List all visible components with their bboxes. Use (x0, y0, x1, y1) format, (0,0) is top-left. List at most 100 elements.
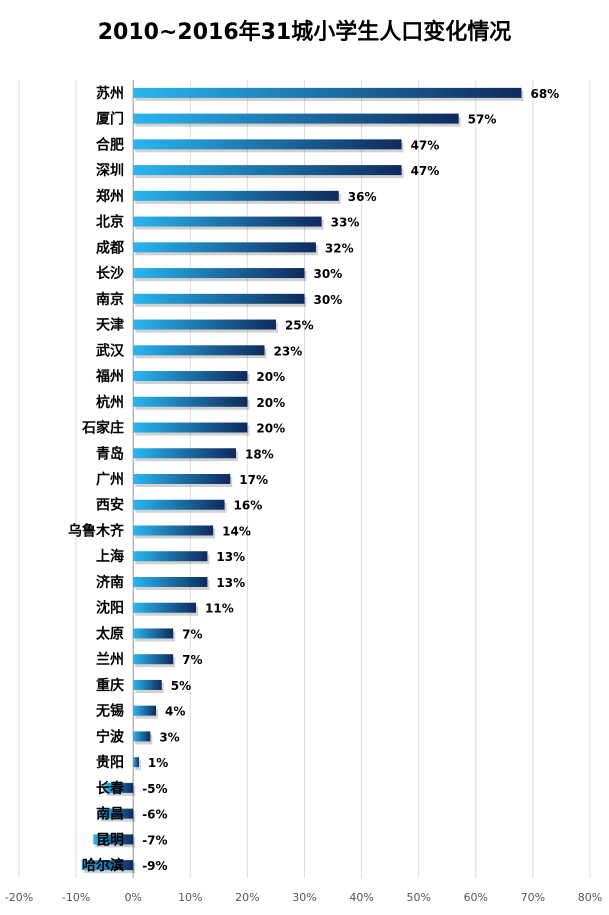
value-label: 7% (182, 627, 202, 641)
x-tick-label: 50% (406, 891, 430, 904)
chart-title: 2010~2016年31城小学生人口变化情况 (97, 20, 512, 45)
value-label: -7% (142, 833, 167, 847)
value-label: -9% (142, 859, 167, 873)
value-label: 20% (256, 422, 285, 436)
x-tick-label: 70% (521, 891, 545, 904)
value-label: 23% (274, 344, 303, 358)
bar (133, 757, 139, 768)
category-label: 福州 (95, 368, 124, 385)
value-label: 17% (239, 473, 268, 487)
x-tick-label: -10% (62, 891, 90, 904)
x-tick-label: 30% (292, 891, 316, 904)
bar (133, 293, 305, 304)
bar (133, 87, 522, 98)
bar (133, 551, 208, 562)
x-tick-label: 10% (178, 891, 202, 904)
bar (133, 474, 231, 484)
value-label: 11% (205, 602, 234, 616)
value-label: 33% (331, 216, 360, 230)
bar (133, 113, 459, 124)
bar (133, 139, 402, 150)
category-label: 重庆 (96, 677, 124, 694)
value-label: 47% (411, 138, 440, 152)
category-label: 贵阳 (96, 754, 124, 771)
bar (133, 345, 265, 356)
bar (133, 268, 305, 279)
bar (133, 448, 236, 459)
value-label: 25% (285, 319, 314, 333)
bar (133, 242, 316, 253)
bar (104, 782, 134, 793)
bar (133, 576, 208, 587)
bar (133, 190, 339, 201)
bar (81, 860, 134, 871)
bar (93, 834, 134, 845)
value-label: 57% (468, 113, 497, 127)
value-label: 14% (222, 524, 251, 538)
value-label: 30% (314, 293, 343, 307)
bar (133, 628, 174, 639)
bar (98, 808, 134, 819)
category-label: 郑州 (96, 188, 124, 205)
x-tick-label: 60% (464, 891, 488, 904)
category-label: 天津 (96, 317, 124, 334)
bar (133, 319, 276, 330)
category-label: 昆明 (96, 832, 124, 848)
x-tick-label: 20% (235, 891, 259, 904)
value-label: 18% (245, 447, 274, 461)
value-label: 13% (216, 550, 245, 564)
category-label: 杭州 (96, 394, 124, 411)
category-label: 无锡 (95, 703, 124, 720)
category-label: 兰州 (96, 651, 124, 668)
bar (133, 679, 162, 690)
value-label: 7% (182, 653, 202, 667)
bar (133, 731, 151, 742)
bar (133, 216, 322, 227)
bar (133, 422, 248, 433)
category-label: 石家庄 (81, 420, 124, 437)
value-label: 68% (530, 87, 559, 101)
value-label: 13% (216, 576, 245, 590)
bars (81, 87, 524, 874)
value-label: 5% (171, 679, 191, 693)
bar (133, 499, 225, 510)
category-label: 苏州 (96, 85, 124, 102)
category-label: 南京 (96, 291, 124, 308)
category-label: 长沙 (96, 265, 124, 282)
labels: -20% -10% 0% 10% 20% 30% 40% 50% 60% 70% 80% 苏州 68% 厦… (5, 85, 602, 904)
value-label: 30% (314, 267, 343, 281)
value-label: -5% (142, 782, 167, 796)
category-label: 沈阳 (96, 600, 124, 617)
bar (133, 654, 174, 665)
value-label: 32% (325, 241, 354, 255)
value-label: -6% (142, 808, 167, 822)
category-label: 厦门 (96, 111, 124, 128)
category-label: 太原 (96, 625, 124, 642)
bar (133, 705, 157, 716)
bar (133, 371, 248, 382)
category-label: 上海 (96, 548, 124, 565)
value-label: 4% (165, 705, 185, 719)
category-label: 乌鲁木齐 (68, 522, 125, 539)
category-label: 南昌 (96, 806, 124, 823)
value-label: 3% (159, 730, 179, 744)
bar (133, 602, 197, 613)
category-label: 武汉 (96, 342, 125, 359)
category-label: 合肥 (96, 136, 124, 153)
x-tick-label: 80% (578, 891, 602, 904)
bar (133, 396, 248, 407)
value-label: 47% (411, 164, 440, 178)
value-label: 36% (348, 190, 377, 204)
bar (133, 165, 402, 176)
category-label: 西安 (96, 497, 124, 514)
x-tick-label: 40% (349, 891, 373, 904)
category-label: 广州 (96, 471, 124, 488)
category-label: 青岛 (96, 445, 124, 462)
bar (133, 525, 214, 536)
category-label: 济南 (96, 574, 124, 591)
value-label: 20% (256, 370, 285, 384)
category-label: 长春 (96, 780, 125, 797)
value-label: 20% (256, 396, 285, 410)
category-label: 深圳 (96, 162, 124, 179)
